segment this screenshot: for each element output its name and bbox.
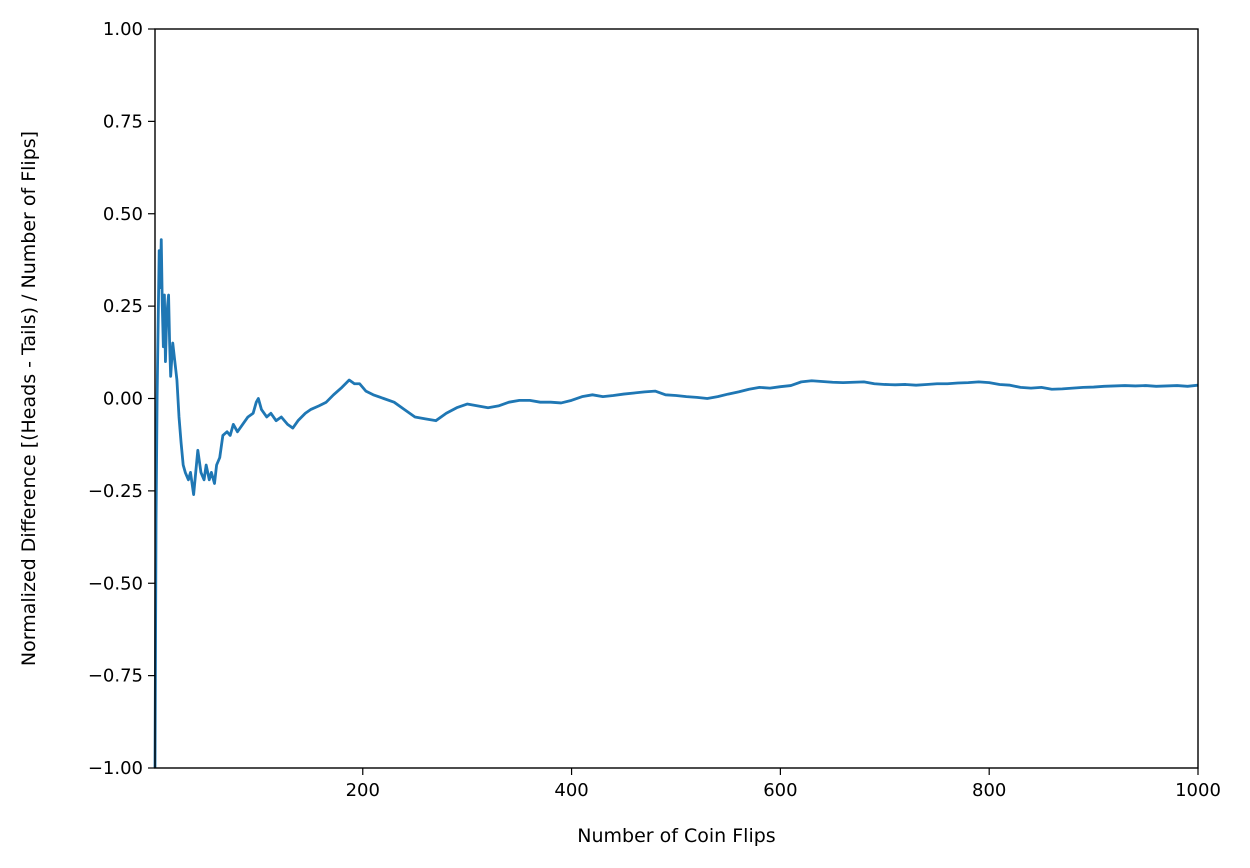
y-tick-label: 1.00: [103, 19, 143, 40]
y-tick-label: 0.75: [103, 111, 143, 132]
x-tick-label: 600: [763, 780, 797, 801]
y-tick-label: 0.25: [103, 296, 143, 317]
y-tick-label: −0.50: [88, 573, 143, 594]
x-tick-label: 800: [972, 780, 1006, 801]
y-tick-label: −0.75: [88, 666, 143, 687]
x-tick-label: 400: [554, 780, 588, 801]
x-axis: 200 400 600 800 1000: [346, 768, 1221, 801]
y-tick-label: 0.50: [103, 204, 143, 225]
series-line-0: [153, 238, 1199, 769]
y-tick-label: −0.25: [88, 481, 143, 502]
y-axis-label: Normalized Difference [(Heads - Tails) /…: [18, 131, 40, 666]
x-tick-label: 1000: [1175, 780, 1221, 801]
axes-frame: [154, 28, 1199, 769]
y-tick-label: 0.00: [103, 389, 143, 410]
x-tick-label: 200: [346, 780, 380, 801]
plot-area: [153, 238, 1199, 769]
y-axis: 1.00 0.75 0.50 0.25 0.00 −0.25 −0.50 −0.75 −1.00: [88, 19, 155, 779]
y-tick-label: −1.00: [88, 758, 143, 779]
x-axis-label: Number of Coin Flips: [577, 825, 775, 847]
